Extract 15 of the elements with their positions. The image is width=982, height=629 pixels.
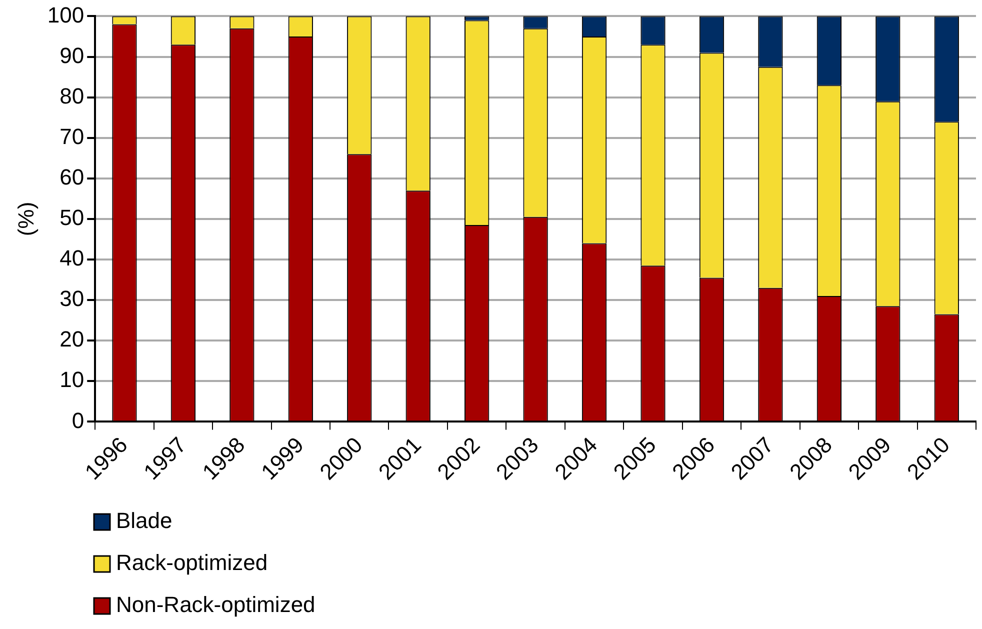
y-tick-label: 30 <box>60 286 84 312</box>
y-tick-label: 90 <box>60 42 84 68</box>
legend-label: Non-Rack-optimized <box>116 592 316 618</box>
y-tick-label: 60 <box>60 164 84 190</box>
y-tick-label: 0 <box>72 408 84 433</box>
legend-label: Rack-optimized <box>116 550 268 576</box>
y-tick-label: 50 <box>60 205 84 230</box>
y-tick-label: 10 <box>60 367 84 392</box>
y-tick-label: 40 <box>60 246 84 271</box>
y-tick-label: 80 <box>60 83 84 108</box>
y-axis-title: (%) <box>13 202 38 236</box>
y-tick-label: 20 <box>60 326 84 352</box>
y-tick-label: 100 <box>47 2 84 28</box>
y-tick-label: 70 <box>60 124 84 149</box>
legend-label: Blade <box>116 508 172 534</box>
